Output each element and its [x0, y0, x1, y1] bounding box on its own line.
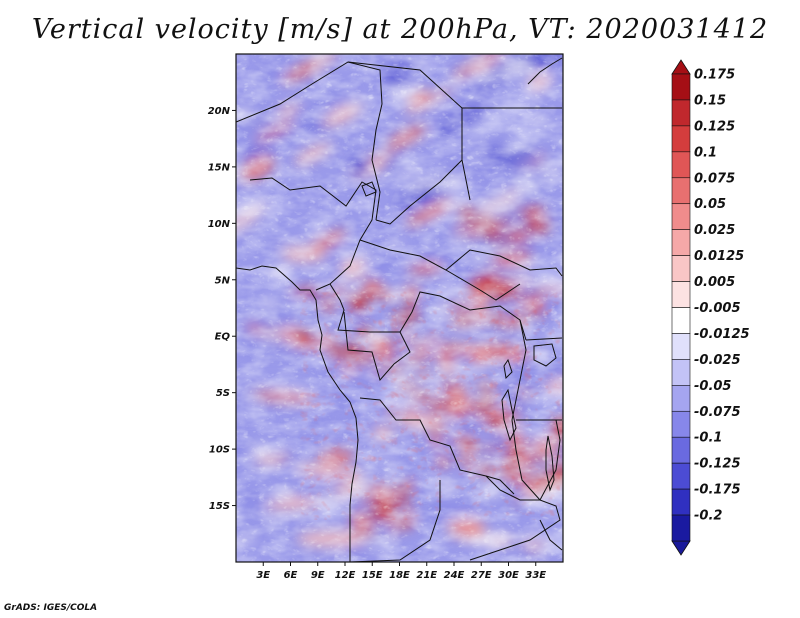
colorbar-segment [671, 99, 691, 127]
border-congo-gabon [343, 311, 411, 382]
lon-tick-label: 30E [498, 570, 519, 581]
colorbar-label: -0.2 [694, 509, 722, 524]
colorbar-label: -0.05 [694, 379, 731, 394]
border-chad-sudan [375, 159, 463, 225]
border-congo-drc [399, 291, 527, 341]
lon-tick-label: 12E [335, 570, 356, 581]
colorbar-segment [671, 281, 691, 308]
border-mozambique [539, 419, 563, 551]
colorbar-label: -0.125 [694, 457, 741, 472]
colorbar-label: 0.175 [694, 68, 735, 83]
nile-ne-corner [527, 57, 563, 85]
colorbar-label: -0.025 [694, 353, 741, 368]
colorbar-label: -0.075 [694, 405, 741, 420]
colorbar-label: 0.125 [694, 119, 735, 134]
lon-tick-label: 33E [525, 570, 546, 581]
lon-tick-label: 21E [416, 570, 437, 581]
lat-tick-label: 20N [208, 106, 231, 117]
lake-malawi [545, 435, 555, 492]
colorbar-segment [671, 488, 691, 516]
lake-chad [361, 181, 377, 197]
colorbar-segment [671, 151, 691, 179]
velocity-field [236, 54, 563, 562]
lat-tick-label: 15N [208, 162, 231, 173]
colorbar-segment [671, 229, 691, 256]
plot-title: Vertical velocity [m/s] at 200hPa, VT: 2… [31, 14, 769, 45]
lat-tick-label: 10S [209, 445, 230, 456]
lat-tick-label: 10N [208, 219, 231, 230]
colorbar-segment [671, 333, 691, 360]
country-boundaries [236, 57, 563, 562]
border-zambia [469, 475, 561, 561]
border-south-sudan [445, 249, 563, 277]
lon-tick-label: 18E [389, 570, 410, 581]
colorbar-bottom-cap [671, 540, 691, 556]
west-african-coastline [236, 265, 359, 562]
border-cameroon [329, 283, 400, 333]
colorbar-segment [671, 255, 691, 282]
longitude-axis: 3E 6E 9E 12E 15E 18E 21E 24E 27E 30E 33E [256, 562, 546, 581]
colorbar-label: -0.0125 [694, 327, 750, 342]
colorbar-segment [671, 385, 691, 412]
colorbar-segment [671, 410, 691, 438]
lon-tick-label: 24E [444, 570, 465, 581]
field-convective-texture [300, 290, 560, 520]
border-east-africa [511, 319, 541, 501]
colorbar-segment [671, 307, 691, 334]
colorbar-label: -0.175 [694, 483, 741, 498]
lat-tick-label: 5S [216, 388, 230, 399]
colorbar-label: 0.05 [694, 197, 726, 212]
lat-tick-label: EQ [215, 332, 231, 343]
colorbar: 0.175 0.15 0.125 0.1 0.075 0.05 0.025 0.0125 0.0… [671, 59, 750, 556]
lon-tick-label: 3E [256, 570, 270, 581]
latitude-axis: 20N 15N 10N 5N EQ 5S 10S 15S [208, 106, 236, 512]
colorbar-segment [671, 462, 691, 490]
lon-tick-label: 9E [311, 570, 325, 581]
colorbar-label: 0.005 [694, 275, 735, 290]
lat-tick-label: 5N [215, 275, 231, 286]
border-niger-chad [236, 61, 383, 221]
colorbar-label: 0.15 [694, 93, 726, 108]
lat-tick-label: 15S [209, 501, 230, 512]
colorbar-segment [671, 514, 691, 542]
colorbar-segment [671, 436, 691, 464]
lake-tanganyika [501, 388, 517, 442]
colorbar-segment [671, 73, 691, 101]
colorbar-top-cap [671, 59, 691, 75]
lake-kivu [503, 358, 513, 380]
lon-tick-label: 15E [362, 570, 383, 581]
colorbar-segment [671, 177, 691, 205]
border-drc-angola [359, 397, 515, 495]
colorbar-label: 0.025 [694, 223, 735, 238]
lon-tick-label: 6E [284, 570, 298, 581]
border-tanzania [516, 337, 563, 421]
colorbar-label: 0.075 [694, 171, 735, 186]
colorbar-label: 0.0125 [694, 249, 744, 264]
border-nigeria [249, 177, 377, 291]
grads-credit: GrADS: IGES/COLA [4, 603, 98, 613]
colorbar-label: 0.1 [694, 145, 717, 160]
border-angola-zambia [349, 480, 441, 562]
colorbar-label: -0.005 [694, 301, 741, 316]
lon-tick-label: 27E [471, 570, 492, 581]
colorbar-segment [671, 203, 691, 230]
colorbar-label: -0.1 [694, 431, 722, 446]
lake-victoria [533, 343, 557, 367]
colorbar-segment [671, 125, 691, 153]
colorbar-segment [671, 359, 691, 386]
